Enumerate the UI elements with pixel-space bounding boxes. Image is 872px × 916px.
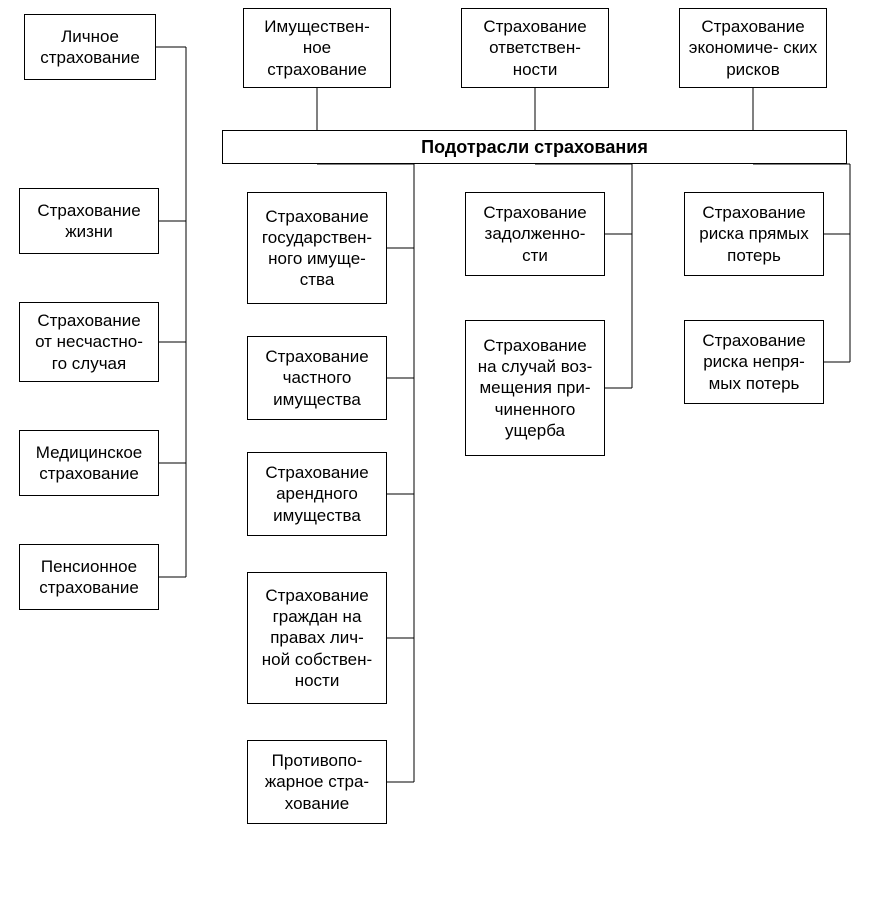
node-damage: Страхование на случай воз- мещения при- … (465, 320, 605, 456)
node-accident: Страхование от несчастно- го случая (19, 302, 159, 382)
label: Имуществен- ное страхование (252, 16, 382, 80)
label: Противопо- жарное стра- хование (256, 750, 378, 814)
label: Страхование частного имущества (256, 346, 378, 410)
node-top-liability: Страхование ответствен- ности (461, 8, 609, 88)
node-direct-loss: Страхование риска прямых потерь (684, 192, 824, 276)
node-state-property: Страхование государствен- ного имуще- ст… (247, 192, 387, 304)
label: Страхование экономиче- ских рисков (688, 16, 818, 80)
node-top-personal: Личное страхование (24, 14, 156, 80)
label: Страхование арендного имущества (256, 462, 378, 526)
label: Страхование ответствен- ности (470, 16, 600, 80)
node-life: Страхование жизни (19, 188, 159, 254)
node-top-economic: Страхование экономиче- ских рисков (679, 8, 827, 88)
node-medical: Медицинское страхование (19, 430, 159, 496)
node-private-property: Страхование частного имущества (247, 336, 387, 420)
node-indirect-loss: Страхование риска непря- мых потерь (684, 320, 824, 404)
label: Страхование риска непря- мых потерь (693, 330, 815, 394)
label: Личное страхование (33, 26, 147, 69)
node-top-property: Имуществен- ное страхование (243, 8, 391, 88)
label: Пенсионное страхование (28, 556, 150, 599)
node-rent-property: Страхование арендного имущества (247, 452, 387, 536)
label: Страхование от несчастно- го случая (28, 310, 150, 374)
node-citizen-property: Страхование граждан на правах лич- ной с… (247, 572, 387, 704)
label: Подотрасли страхования (421, 136, 648, 159)
label: Страхование риска прямых потерь (693, 202, 815, 266)
label: Медицинское страхование (28, 442, 150, 485)
label: Страхование на случай воз- мещения при- … (474, 335, 596, 441)
label: Страхование государствен- ного имуще- ст… (256, 206, 378, 291)
node-pension: Пенсионное страхование (19, 544, 159, 610)
label: Страхование жизни (28, 200, 150, 243)
node-header: Подотрасли страхования (222, 130, 847, 164)
node-debt: Страхование задолженно- сти (465, 192, 605, 276)
label: Страхование граждан на правах лич- ной с… (256, 585, 378, 691)
label: Страхование задолженно- сти (474, 202, 596, 266)
node-fire: Противопо- жарное стра- хование (247, 740, 387, 824)
